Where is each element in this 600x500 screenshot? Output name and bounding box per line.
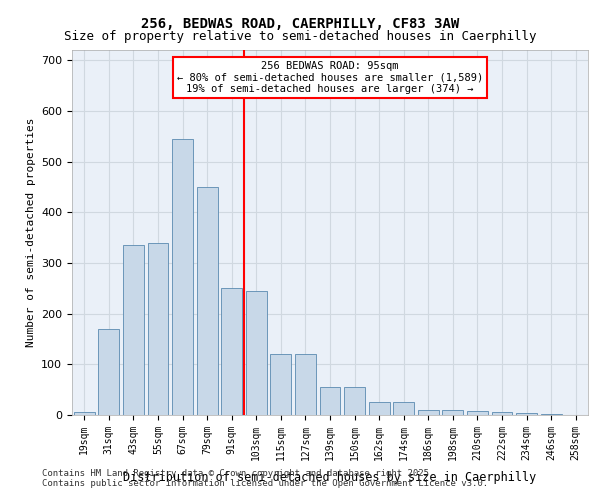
Bar [221,288,242,415]
Text: 256 BEDWAS ROAD: 95sqm
← 80% of semi-detached houses are smaller (1,589)
19% of : 256 BEDWAS ROAD: 95sqm ← 80% of semi-det… [177,61,483,94]
Y-axis label: Number of semi-detached properties: Number of semi-detached properties [26,118,35,347]
Bar [393,402,414,415]
Text: Contains public sector information licensed under the Open Government Licence v3: Contains public sector information licen… [42,478,488,488]
Text: Contains HM Land Registry data © Crown copyright and database right 2025.: Contains HM Land Registry data © Crown c… [42,468,434,477]
Bar [516,414,537,415]
Bar [295,354,316,415]
Bar [344,387,365,415]
Text: Size of property relative to semi-detached houses in Caerphilly: Size of property relative to semi-detach… [64,30,536,43]
Bar [98,329,119,415]
Bar [491,412,512,415]
Bar [172,138,193,415]
Bar [320,387,340,415]
Bar [467,411,488,415]
Bar [246,291,267,415]
Bar [74,412,95,415]
Text: 256, BEDWAS ROAD, CAERPHILLY, CF83 3AW: 256, BEDWAS ROAD, CAERPHILLY, CF83 3AW [141,18,459,32]
Bar [442,410,463,415]
Bar [418,410,439,415]
Bar [271,354,292,415]
Bar [368,402,389,415]
Bar [197,187,218,415]
Bar [123,245,144,415]
X-axis label: Distribution of semi-detached houses by size in Caerphilly: Distribution of semi-detached houses by … [124,471,536,484]
Bar [148,242,169,415]
Bar [541,414,562,415]
